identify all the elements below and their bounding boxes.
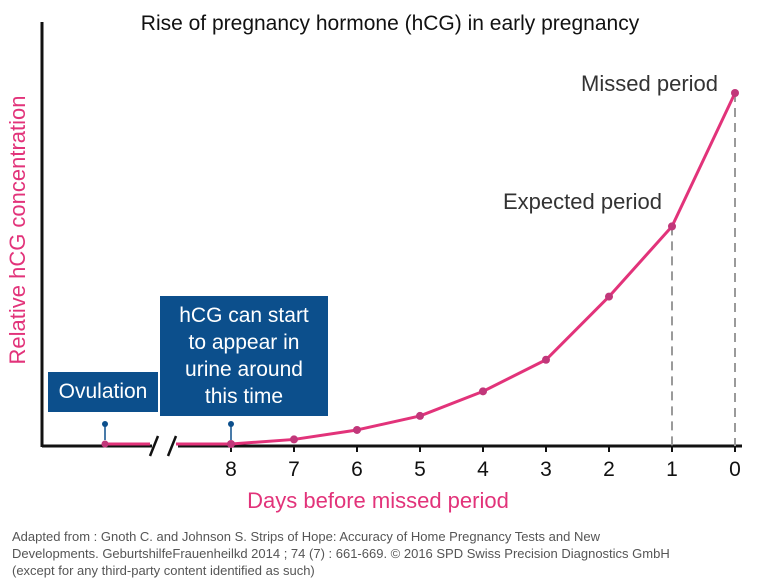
- missed-period-label: Missed period: [581, 71, 718, 96]
- ovulation-label: Ovulation: [58, 380, 148, 403]
- x-tick-label: 4: [477, 458, 489, 481]
- axis-break-mark: [166, 435, 178, 457]
- x-axis-label: Days before missed period: [247, 488, 509, 513]
- x-tick-label: 7: [288, 458, 300, 481]
- hcg-data-point: [227, 440, 235, 448]
- x-tick-label: 5: [414, 458, 426, 481]
- ovulation-point: [101, 440, 109, 448]
- ovulation-box: Ovulation: [48, 372, 158, 412]
- hcg-data-point: [731, 89, 739, 97]
- hcg-data-point: [605, 292, 613, 301]
- x-tick-label: 3: [540, 458, 552, 481]
- footer-line-3: (except for any third-party content iden…: [12, 563, 315, 578]
- footer-line-1: Adapted from : Gnoth C. and Johnson S. S…: [12, 529, 600, 544]
- x-tick-label: 2: [603, 458, 615, 481]
- y-axis-label: Relative hCG concentration: [5, 95, 30, 364]
- hcg-data-point: [290, 435, 298, 444]
- hcg-appear-line-3: urine around: [185, 358, 303, 381]
- footer-line-2: Developments. GeburtshilfeFrauenheilkd 2…: [12, 546, 670, 561]
- axis-break-gap: [152, 436, 178, 456]
- series-layer: [227, 89, 739, 448]
- hcg-data-point: [479, 387, 487, 396]
- x-tick-label: 6: [351, 458, 363, 481]
- hcg-appear-marker-dot: [228, 421, 234, 427]
- ovulation-marker-dot: [102, 421, 108, 427]
- hcg-appear-line-1: hCG can start: [179, 304, 309, 327]
- guide-lines: [671, 93, 736, 446]
- hcg-data-point: [416, 411, 424, 420]
- hcg-data-point: [668, 222, 676, 231]
- hcg-data-point: [542, 355, 550, 364]
- hcg-appear-line-2: to appear in: [188, 331, 300, 354]
- chart-title: Rise of pregnancy hormone (hCG) in early…: [141, 12, 640, 35]
- source-footer: Adapted from : Gnoth C. and Johnson S. S…: [12, 528, 752, 579]
- axis-break-mark: [148, 435, 160, 457]
- x-tick-label: 1: [666, 458, 678, 481]
- x-ticks: 8 7 6 5 4 3 2 1 0: [225, 446, 741, 481]
- hcg-appear-line-4: this time: [204, 385, 284, 408]
- hcg-data-point: [353, 425, 361, 434]
- x-tick-label: 8: [225, 458, 237, 481]
- x-tick-label: 0: [729, 458, 741, 481]
- expected-period-label: Expected period: [503, 189, 662, 214]
- hcg-appear-box: hCG can start to appear in urine around …: [160, 296, 328, 416]
